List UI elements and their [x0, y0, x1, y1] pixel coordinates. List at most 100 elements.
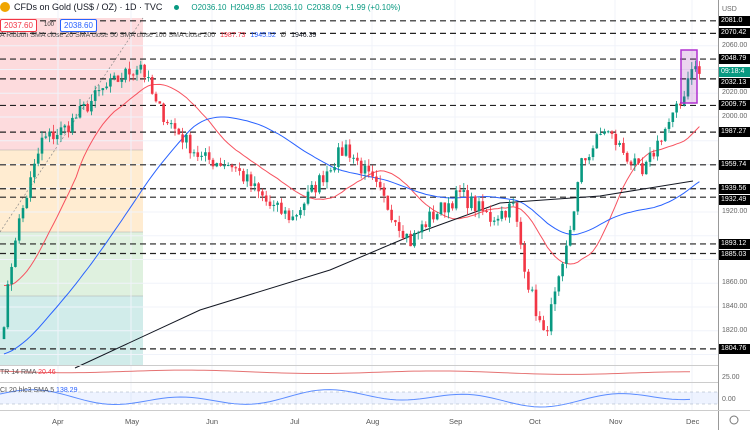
candle-body — [242, 170, 245, 182]
candle-body — [663, 128, 667, 141]
candle-body — [641, 163, 644, 175]
price-axis-tick: 1840.00 — [722, 303, 748, 310]
candle-body — [625, 152, 629, 162]
candle-body — [599, 133, 602, 135]
month-label: May — [125, 417, 140, 426]
indicator-legend[interactable]: A Ribbon SMA close 20 SMA close 50 SMA c… — [0, 32, 319, 39]
candle-body — [272, 204, 276, 206]
candle-body — [553, 291, 557, 305]
candle-body — [215, 163, 219, 167]
chart-header: CFDs on Gold (US$ / OZ) · 1D · TVC O2036… — [0, 2, 400, 12]
candle-body — [489, 211, 492, 222]
candle-body — [33, 163, 36, 178]
candle-body — [644, 161, 648, 175]
candle-body — [325, 171, 329, 183]
candle-body — [6, 284, 10, 328]
candle-body — [162, 103, 165, 122]
candle-body — [523, 244, 526, 272]
cci-line — [0, 389, 691, 408]
level-price-label: 1959.74 — [719, 159, 750, 170]
candle-body — [557, 276, 561, 292]
candle-body — [508, 203, 511, 218]
candle-body — [21, 208, 25, 219]
candle-body — [698, 66, 701, 74]
candle-body — [90, 100, 93, 112]
candle-body — [93, 90, 97, 101]
candle-body — [321, 175, 325, 183]
month-label: Apr — [52, 417, 64, 426]
candle-body — [249, 174, 253, 186]
candle-body — [500, 210, 504, 219]
market-open-icon — [174, 4, 180, 10]
currency-label: USD — [722, 6, 737, 13]
candle-body — [150, 77, 154, 94]
candle-body — [420, 224, 424, 233]
level-price-label: 1885.03 — [719, 249, 750, 260]
price-axis-tick: 1860.00 — [722, 279, 748, 287]
candle-body — [591, 148, 595, 158]
candle-body — [261, 191, 264, 196]
candle-body — [310, 184, 314, 192]
cci-label: CI 20 hlc3 SMA 5 — [0, 387, 55, 394]
settings-icon[interactable] — [729, 415, 739, 425]
sma100-value: Ø — [280, 32, 287, 39]
level-price-label: 1932.49 — [719, 194, 750, 205]
candle-body — [561, 263, 564, 277]
candle-body — [606, 131, 610, 133]
candle-body — [386, 195, 390, 210]
cci-band — [0, 392, 718, 404]
candle-body — [82, 103, 86, 107]
candle-body — [530, 289, 534, 291]
sma200-line — [74, 180, 694, 369]
atr-legend[interactable]: TR 14 RMA 20.46 — [0, 369, 56, 376]
candle-body — [276, 202, 279, 205]
level-price-label: 1804.76 — [719, 343, 750, 354]
candle-body — [549, 304, 553, 332]
candle-body — [135, 69, 139, 75]
candle-body — [614, 133, 618, 145]
buy-button[interactable]: 2038.60 — [60, 19, 97, 32]
candle-body — [413, 232, 416, 247]
candle-body — [344, 144, 348, 156]
candle-body — [451, 203, 454, 209]
candle-body — [656, 140, 659, 157]
candle-body — [238, 168, 241, 171]
atr-line — [0, 369, 691, 375]
candle-body — [223, 165, 226, 167]
candle-body — [101, 88, 105, 91]
level-price-label: 2070.42 — [719, 28, 750, 39]
candle-body — [147, 77, 150, 79]
sell-button[interactable]: 2037.60 — [0, 19, 37, 32]
fib-zone — [0, 232, 143, 296]
candle-body — [690, 69, 694, 79]
candle-body — [409, 233, 412, 247]
candle-body — [120, 79, 124, 82]
candle-body — [329, 170, 333, 172]
candle-body — [264, 195, 268, 202]
candle-body — [519, 221, 523, 245]
candle-body — [234, 167, 238, 169]
candle-body — [52, 131, 55, 140]
candle-body — [466, 190, 469, 209]
atr-label: TR 14 RMA — [0, 369, 37, 376]
high-value: H2049.85 — [230, 2, 266, 12]
candle-body — [363, 165, 367, 174]
candle-body — [192, 152, 196, 154]
candle-body — [595, 134, 599, 149]
candle-body — [17, 218, 21, 241]
candle-body — [86, 103, 89, 112]
candle-body — [470, 196, 473, 209]
cci-axis-tick: 0.00 — [722, 396, 736, 403]
candle-body — [397, 222, 401, 231]
candle-body — [55, 134, 59, 140]
candle-body — [154, 93, 158, 102]
candle-body — [416, 232, 420, 234]
candle-body — [515, 202, 519, 222]
candle-body — [74, 117, 78, 119]
candle-body — [534, 289, 538, 317]
candle-body — [139, 64, 143, 70]
level-price-label: 1987.27 — [719, 127, 750, 138]
cci-legend[interactable]: CI 20 hlc3 SMA 5 138.29 — [0, 387, 77, 394]
highlight-box — [680, 49, 698, 104]
